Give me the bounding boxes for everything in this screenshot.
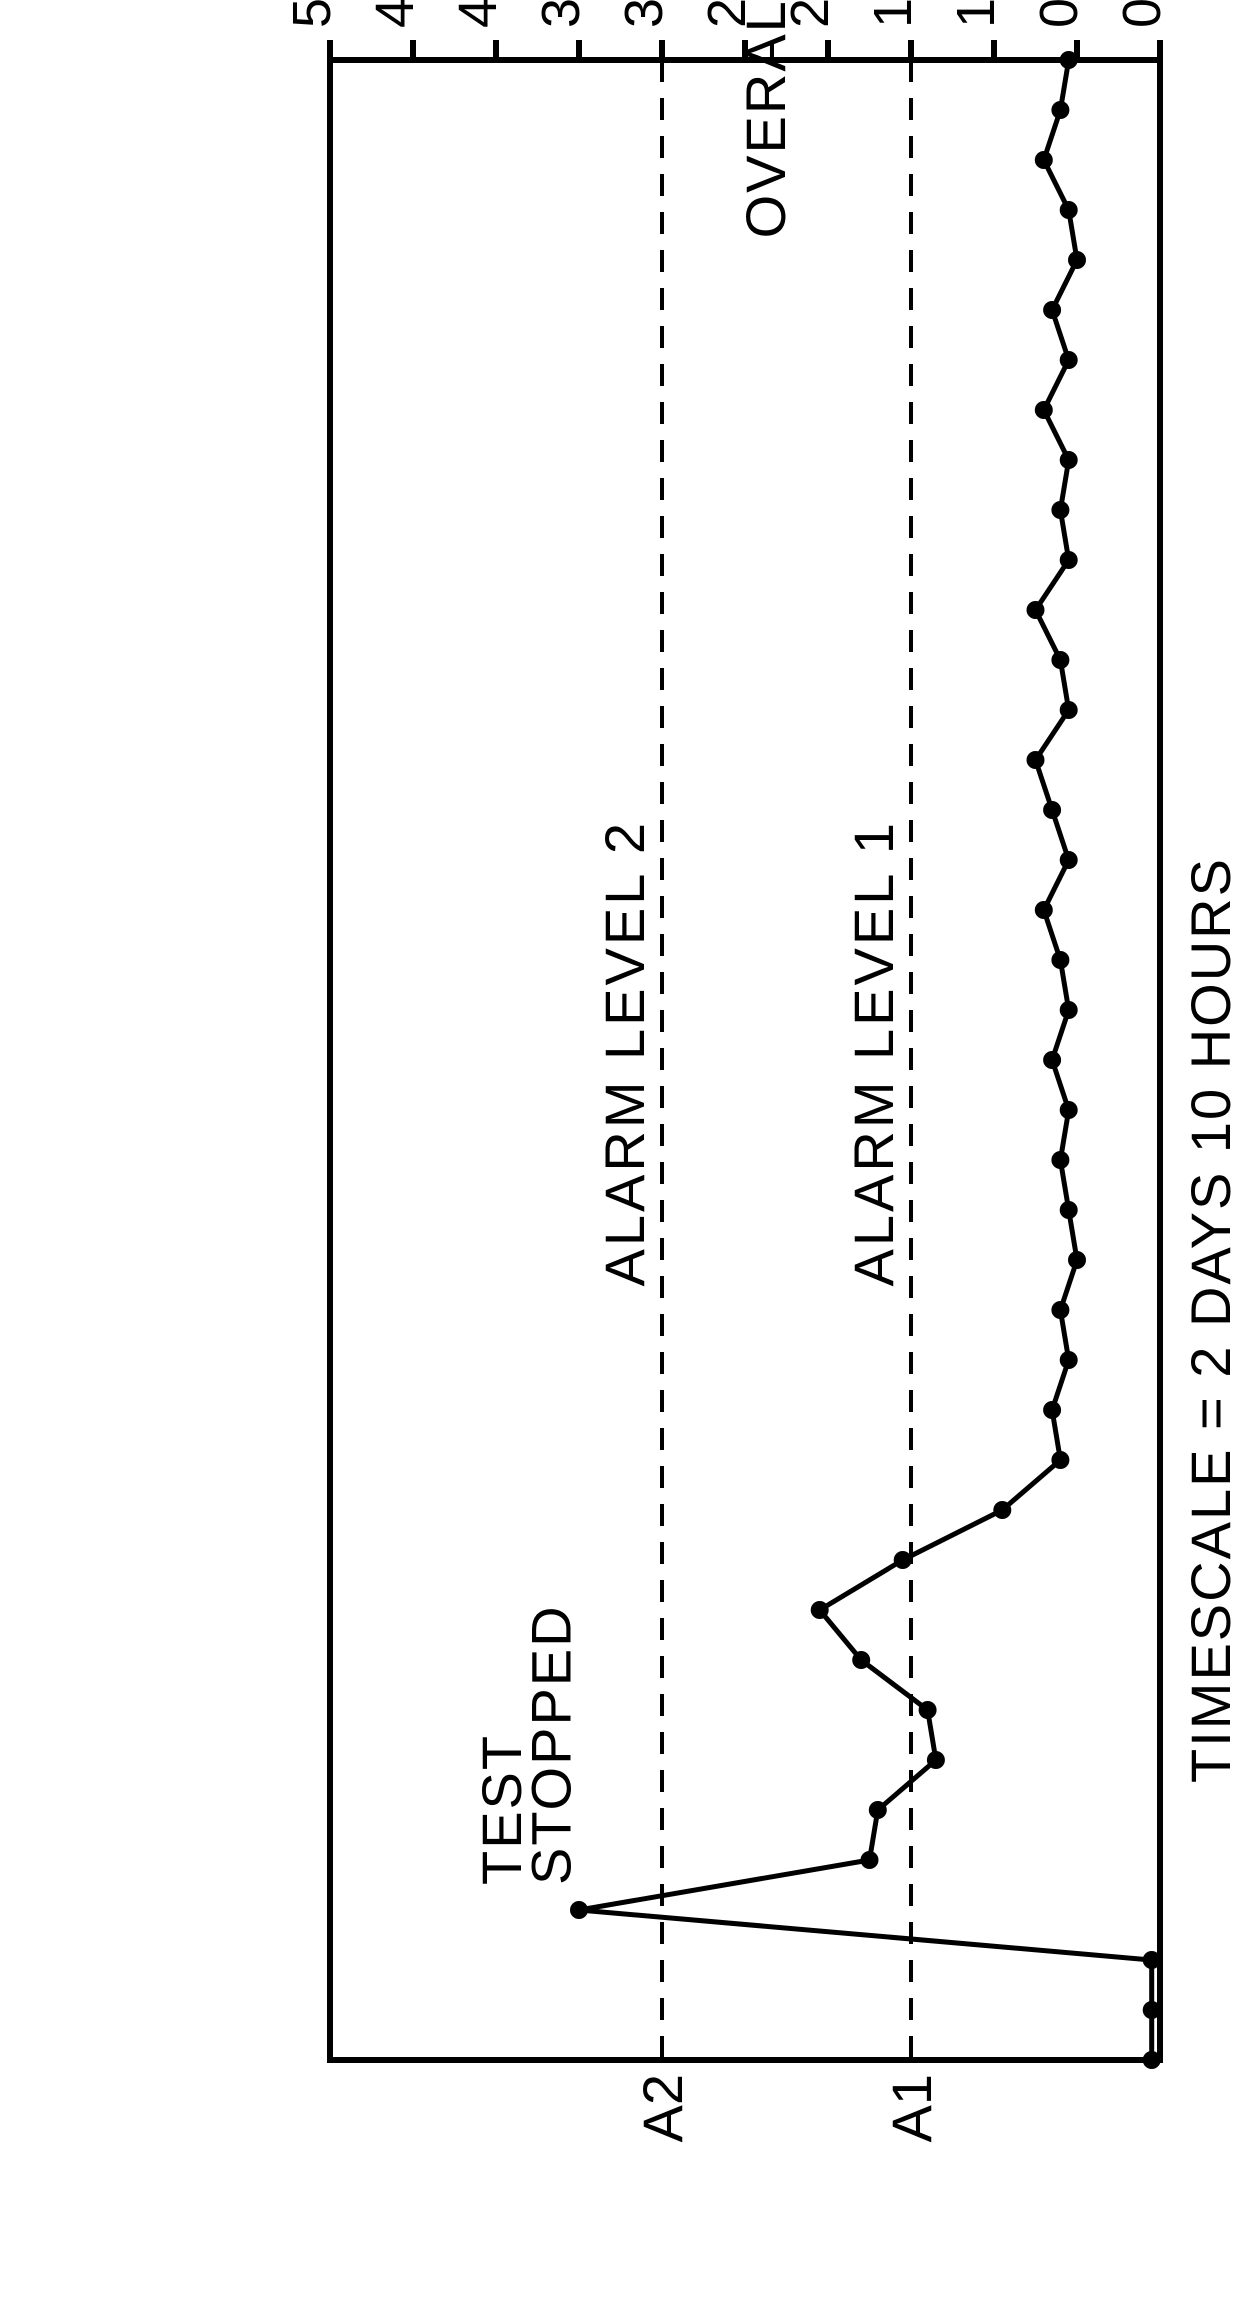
data-marker [570,1901,588,1919]
annotation-line2: STOPPED [520,1604,583,1885]
data-marker [1060,51,1078,69]
data-marker [1143,2051,1161,2069]
data-marker [1060,451,1078,469]
data-marker [1060,1101,1078,1119]
alarm-label-outside-2: A2 [631,2074,694,2143]
chart-svg: 00.51.01.52.02.53.03.54.04.55.0OVERALL T… [0,0,1240,2304]
data-marker [1035,401,1053,419]
alarm-label-inside-1: ALARM LEVEL 1 [842,820,905,1286]
y-tick-label: 1.0 [946,0,1006,28]
data-marker [1060,201,1078,219]
data-marker [1060,701,1078,719]
data-marker [1043,801,1061,819]
data-marker [927,1751,945,1769]
data-marker [1027,751,1045,769]
data-marker [1060,351,1078,369]
data-marker [1051,1451,1069,1469]
y-tick-label: 3.0 [614,0,674,28]
data-marker [1043,1401,1061,1419]
data-marker [1051,101,1069,119]
data-marker [993,1501,1011,1519]
data-marker [869,1801,887,1819]
data-marker [1051,1151,1069,1169]
data-marker [1068,251,1086,269]
data-marker [1051,951,1069,969]
data-marker [852,1651,870,1669]
y-tick-label: 4.0 [448,0,508,28]
data-marker [1027,601,1045,619]
alarm-label-outside-1: A1 [880,2074,943,2143]
data-marker [811,1601,829,1619]
y-tick-label: 3.5 [531,0,591,28]
data-marker [1143,2001,1161,2019]
data-marker [1060,1351,1078,1369]
data-marker [1060,851,1078,869]
data-marker [1051,651,1069,669]
y-tick-label: 0.5 [1029,0,1089,28]
data-marker [1043,301,1061,319]
data-marker [919,1701,937,1719]
y-tick-label: 0 [1112,0,1172,28]
trend-chart: 00.51.01.52.02.53.03.54.04.55.0OVERALL T… [0,0,1240,2304]
data-marker [1035,151,1053,169]
y-axis-label: OVERALL TREND VALUE [734,0,797,238]
data-marker [1043,1051,1061,1069]
x-axis-label: TIMESCALE = 2 DAYS 10 HOURS [1179,857,1240,1783]
y-tick-label: 5.0 [282,0,342,28]
data-marker [1068,1251,1086,1269]
data-marker [1051,501,1069,519]
alarm-label-inside-2: ALARM LEVEL 2 [593,820,656,1286]
y-tick-label: 4.5 [365,0,425,28]
data-marker [861,1851,879,1869]
y-tick-label: 1.5 [863,0,923,28]
data-marker [1060,1001,1078,1019]
data-marker [894,1551,912,1569]
data-marker [1060,1201,1078,1219]
plot-frame [330,60,1160,2060]
data-marker [1051,1301,1069,1319]
data-marker [1060,551,1078,569]
data-marker [1143,1951,1161,1969]
data-marker [1035,901,1053,919]
